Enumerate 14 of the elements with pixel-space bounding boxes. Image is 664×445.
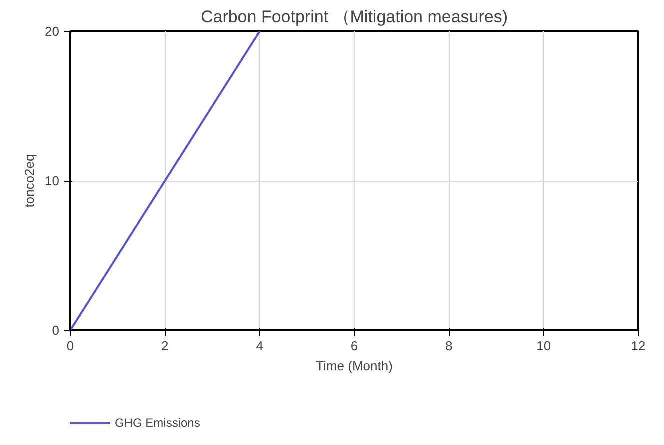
x-tick-label: 8 <box>446 338 453 354</box>
x-axis-title: Time (Month) <box>316 358 393 374</box>
chart-title: Carbon Footprint （Mitigation measures) <box>200 8 508 26</box>
x-tick-label: 2 <box>162 338 169 354</box>
y-axis-title: tonco2eq <box>22 154 38 208</box>
x-tick-label: 0 <box>66 338 74 354</box>
y-tick-label: 10 <box>45 174 60 188</box>
x-tick-label: 10 <box>536 338 552 354</box>
x-tick-label: 6 <box>350 338 358 354</box>
legend-label: GHG Emissions <box>115 416 200 430</box>
y-tick-label: 0 <box>52 323 60 338</box>
x-tick-label: 12 <box>631 338 646 354</box>
y-tick-label: 20 <box>45 24 60 39</box>
x-tick-label: 4 <box>256 338 264 354</box>
